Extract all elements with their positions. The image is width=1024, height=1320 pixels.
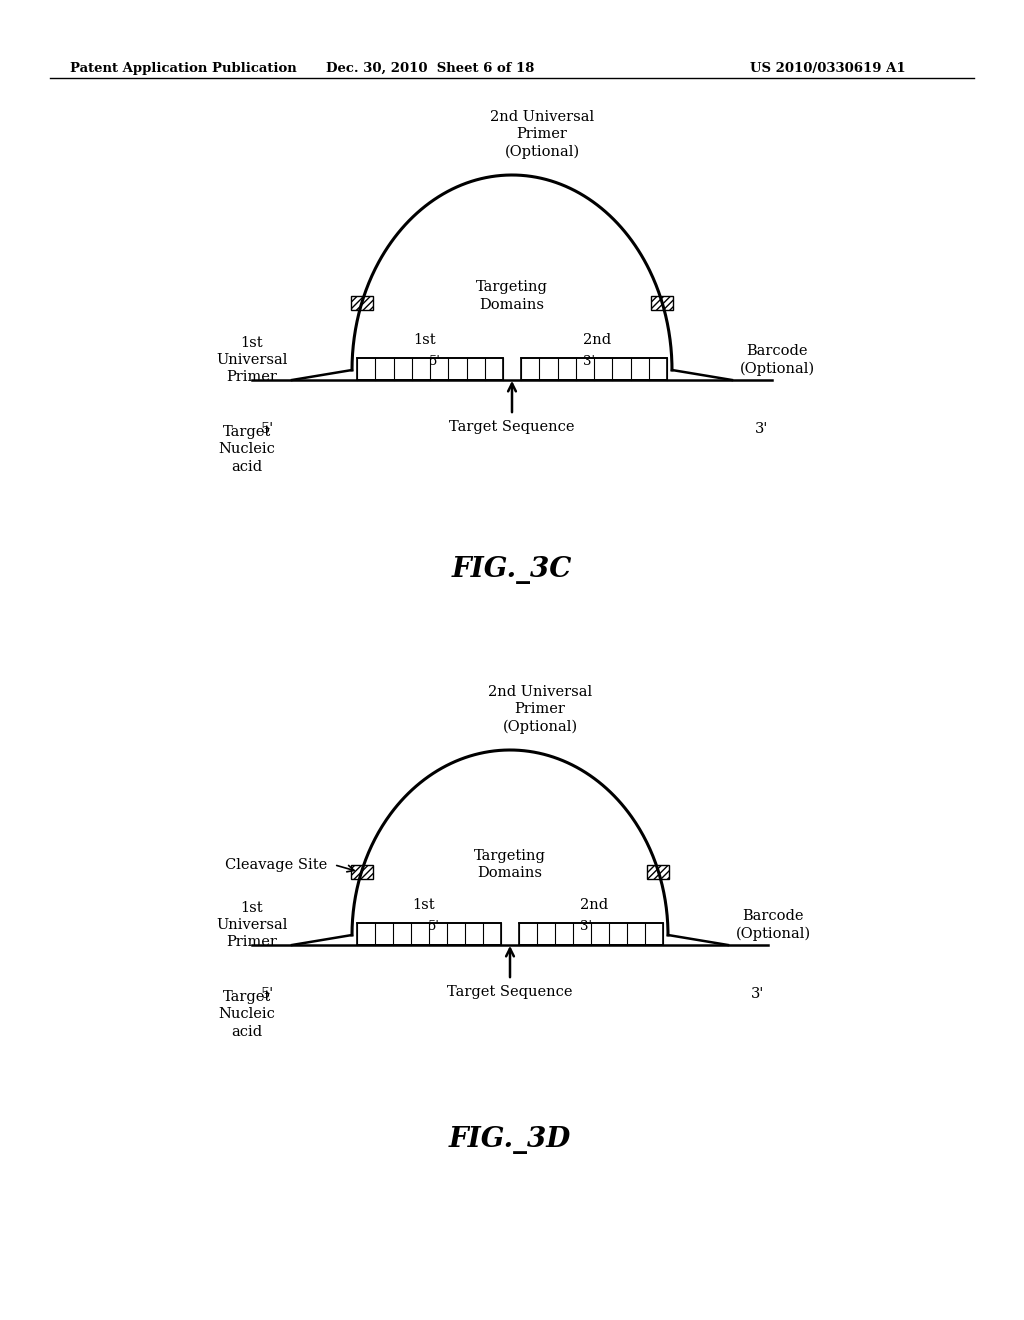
Text: 3': 3' — [752, 987, 765, 1001]
Bar — [521, 358, 667, 380]
Text: 2nd: 2nd — [583, 333, 611, 347]
Text: 1st: 1st — [413, 898, 435, 912]
Text: 5': 5' — [428, 920, 440, 933]
Text: Targeting
Domains: Targeting Domains — [474, 849, 546, 880]
Text: Target
Nucleic
acid: Target Nucleic acid — [218, 990, 275, 1039]
Text: FIG._3D: FIG._3D — [449, 1126, 571, 1154]
Text: Cleavage Site: Cleavage Site — [224, 858, 327, 871]
Text: 5': 5' — [260, 422, 273, 436]
Bar — [519, 923, 663, 945]
Bar — [357, 923, 501, 945]
Text: 3': 3' — [756, 422, 769, 436]
Text: 5': 5' — [429, 355, 441, 368]
Bar — [350, 296, 373, 310]
Text: FIG._3C: FIG._3C — [452, 556, 572, 583]
Text: Dec. 30, 2010  Sheet 6 of 18: Dec. 30, 2010 Sheet 6 of 18 — [326, 62, 535, 75]
Text: US 2010/0330619 A1: US 2010/0330619 A1 — [750, 62, 905, 75]
Text: 5': 5' — [260, 987, 273, 1001]
Bar — [647, 865, 670, 879]
Text: Patent Application Publication: Patent Application Publication — [70, 62, 297, 75]
Bar — [651, 296, 674, 310]
Text: Target
Nucleic
acid: Target Nucleic acid — [218, 425, 275, 474]
Bar — [357, 358, 503, 380]
Text: Target Sequence: Target Sequence — [447, 985, 572, 999]
Text: 1st
Universal
Primer: 1st Universal Primer — [216, 335, 288, 384]
Text: Barcode
(Optional): Barcode (Optional) — [739, 345, 814, 376]
Text: 2nd Universal
Primer
(Optional): 2nd Universal Primer (Optional) — [489, 110, 594, 160]
Text: 3': 3' — [583, 355, 595, 368]
Text: 2nd: 2nd — [580, 898, 608, 912]
Text: 1st: 1st — [414, 333, 436, 347]
Text: 1st
Universal
Primer: 1st Universal Primer — [216, 900, 288, 949]
Text: Target Sequence: Target Sequence — [450, 420, 574, 434]
Text: Targeting
Domains: Targeting Domains — [476, 280, 548, 312]
Text: 2nd Universal
Primer
(Optional): 2nd Universal Primer (Optional) — [488, 685, 592, 734]
Text: Barcode
(Optional): Barcode (Optional) — [735, 909, 811, 941]
Text: 3': 3' — [580, 920, 592, 933]
Bar — [350, 865, 373, 879]
